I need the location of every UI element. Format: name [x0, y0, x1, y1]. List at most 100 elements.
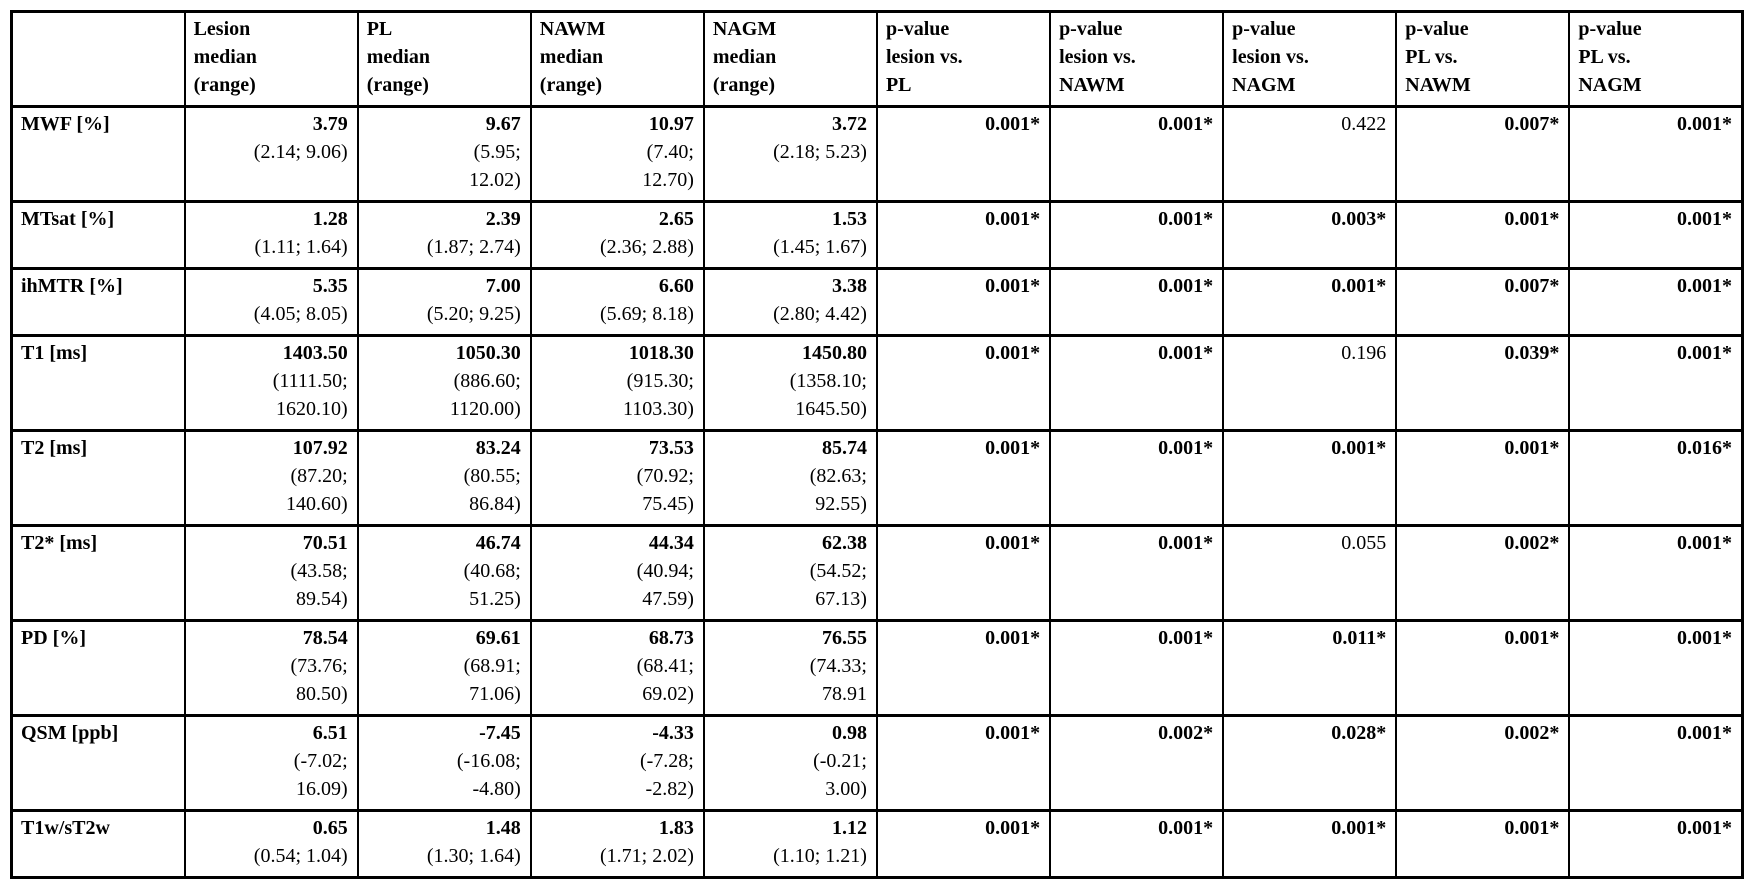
- value-cell: 3.79 (2.14; 9.06): [183, 105, 359, 203]
- range-value: (2.80; 4.42): [773, 303, 867, 325]
- range-value: (2.18; 5.23): [773, 141, 867, 163]
- range-value: (4.05; 8.05): [253, 303, 348, 325]
- value-cell: 1.12 (1.10; 1.21): [702, 809, 878, 879]
- median-value: 2.39: [485, 208, 521, 230]
- p-value-cell: 0.001*: [875, 524, 1052, 622]
- value-cell: 1.48 (1.30; 1.64): [356, 809, 532, 879]
- value-cell: 1018.30 (915.30; 1103.30): [529, 334, 705, 432]
- results-table: Lesion median (range) PL median (range) …: [10, 10, 1744, 879]
- p-value-cell: 0.001*: [1222, 267, 1398, 337]
- range-value: (54.52; 67.13): [809, 560, 867, 610]
- p-value-cell: 0.001*: [1049, 809, 1225, 879]
- value-cell: 107.92 (87.20; 140.60): [183, 429, 359, 527]
- median-value: 1450.80: [801, 342, 867, 364]
- p-value-cell: 0.001*: [1568, 809, 1744, 879]
- p-value-cell: 0.002*: [1395, 524, 1571, 622]
- p-value-cell: 0.001*: [1568, 524, 1744, 622]
- value-cell: 85.74 (82.63; 92.55): [702, 429, 878, 527]
- header-row: Lesion median (range) PL median (range) …: [10, 10, 1744, 108]
- p-value-cell: 0.001*: [1568, 105, 1744, 203]
- median-value: 0.98: [831, 722, 867, 744]
- range-value: (1.45; 1.67): [773, 236, 867, 258]
- p-value-cell: 0.001*: [1049, 200, 1225, 270]
- value-cell: 6.60 (5.69; 8.18): [529, 267, 705, 337]
- column-header-lesion: Lesion median (range): [183, 10, 359, 108]
- range-value: (82.63; 92.55): [809, 465, 867, 515]
- range-value: (1.11; 1.64): [254, 236, 348, 258]
- value-cell: 1.53 (1.45; 1.67): [702, 200, 878, 270]
- p-value-cell: 0.422: [1222, 105, 1398, 203]
- column-header-p-pl-vs-nagm: p-value PL vs. NAGM: [1568, 10, 1744, 108]
- range-value: (-7.02; 16.09): [293, 750, 348, 800]
- value-cell: -4.33 (-7.28; -2.82): [529, 714, 705, 812]
- range-value: (68.41; 69.02): [636, 655, 694, 705]
- value-cell: 1450.80 (1358.10; 1645.50): [702, 334, 878, 432]
- median-value: 1403.50: [282, 342, 348, 364]
- value-cell: 68.73 (68.41; 69.02): [529, 619, 705, 717]
- column-header-p-lesion-vs-pl: p-value lesion vs. PL: [875, 10, 1052, 108]
- value-cell: 76.55 (74.33; 78.91: [702, 619, 878, 717]
- p-value-cell: 0.001*: [875, 714, 1052, 812]
- median-value: 10.97: [648, 113, 694, 135]
- value-cell: 0.65 (0.54; 1.04): [183, 809, 359, 879]
- value-cell: 1050.30 (886.60; 1120.00): [356, 334, 532, 432]
- p-value-cell: 0.001*: [875, 809, 1052, 879]
- median-value: 7.00: [485, 275, 521, 297]
- value-cell: 6.51 (-7.02; 16.09): [183, 714, 359, 812]
- median-value: 3.72: [831, 113, 867, 135]
- value-cell: 62.38 (54.52; 67.13): [702, 524, 878, 622]
- table-header: Lesion median (range) PL median (range) …: [10, 10, 1744, 108]
- median-value: 76.55: [821, 627, 867, 649]
- p-value-cell: 0.055: [1222, 524, 1398, 622]
- range-value: (0.54; 1.04): [253, 845, 348, 867]
- table-body: MWF [%] 3.79 (2.14; 9.06) 9.67 (5.95; 12…: [10, 105, 1744, 879]
- value-cell: 3.72 (2.18; 5.23): [702, 105, 878, 203]
- metric-label: T1w/sT2w: [10, 809, 186, 879]
- value-cell: 0.98 (-0.21; 3.00): [702, 714, 878, 812]
- range-value: (1358.10; 1645.50): [789, 370, 867, 420]
- table-row: T2* [ms] 70.51 (43.58; 89.54) 46.74 (40.…: [10, 524, 1744, 622]
- column-header-nawm: NAWM median (range): [529, 10, 705, 108]
- p-value-cell: 0.001*: [1049, 429, 1225, 527]
- value-cell: 44.34 (40.94; 47.59): [529, 524, 705, 622]
- p-value-cell: 0.001*: [1049, 334, 1225, 432]
- metric-label: QSM [ppb]: [10, 714, 186, 812]
- value-cell: 73.53 (70.92; 75.45): [529, 429, 705, 527]
- value-cell: 1.28 (1.11; 1.64): [183, 200, 359, 270]
- range-value: (2.36; 2.88): [599, 236, 694, 258]
- value-cell: 2.65 (2.36; 2.88): [529, 200, 705, 270]
- value-cell: 78.54 (73.76; 80.50): [183, 619, 359, 717]
- value-cell: 69.61 (68.91; 71.06): [356, 619, 532, 717]
- p-value-cell: 0.001*: [1568, 267, 1744, 337]
- p-value-cell: 0.001*: [1568, 200, 1744, 270]
- p-value-cell: 0.001*: [1222, 809, 1398, 879]
- median-value: -7.45: [479, 722, 521, 744]
- median-value: 3.38: [831, 275, 867, 297]
- p-value-cell: 0.001*: [1395, 200, 1571, 270]
- value-cell: 7.00 (5.20; 9.25): [356, 267, 532, 337]
- p-value-cell: 0.001*: [1049, 267, 1225, 337]
- median-value: -4.33: [652, 722, 694, 744]
- range-value: (70.92; 75.45): [636, 465, 694, 515]
- median-value: 78.54: [302, 627, 348, 649]
- range-value: (7.40; 12.70): [642, 141, 694, 191]
- p-value-cell: 0.001*: [875, 105, 1052, 203]
- value-cell: 1403.50 (1111.50; 1620.10): [183, 334, 359, 432]
- value-cell: 70.51 (43.58; 89.54): [183, 524, 359, 622]
- median-value: 2.65: [658, 208, 694, 230]
- column-header-p-lesion-vs-nawm: p-value lesion vs. NAWM: [1049, 10, 1225, 108]
- p-value-cell: 0.039*: [1395, 334, 1571, 432]
- range-value: (73.76; 80.50): [290, 655, 348, 705]
- median-value: 1.48: [485, 817, 521, 839]
- range-value: (74.33; 78.91: [809, 655, 867, 705]
- median-value: 107.92: [292, 437, 348, 459]
- table-row: MTsat [%] 1.28 (1.11; 1.64) 2.39 (1.87; …: [10, 200, 1744, 270]
- median-value: 1.12: [831, 817, 867, 839]
- range-value: (-0.21; 3.00): [813, 750, 867, 800]
- median-value: 6.60: [658, 275, 694, 297]
- range-value: (87.20; 140.60): [286, 465, 348, 515]
- range-value: (1.30; 1.64): [426, 845, 521, 867]
- range-value: (5.69; 8.18): [599, 303, 694, 325]
- table-row: ihMTR [%] 5.35 (4.05; 8.05) 7.00 (5.20; …: [10, 267, 1744, 337]
